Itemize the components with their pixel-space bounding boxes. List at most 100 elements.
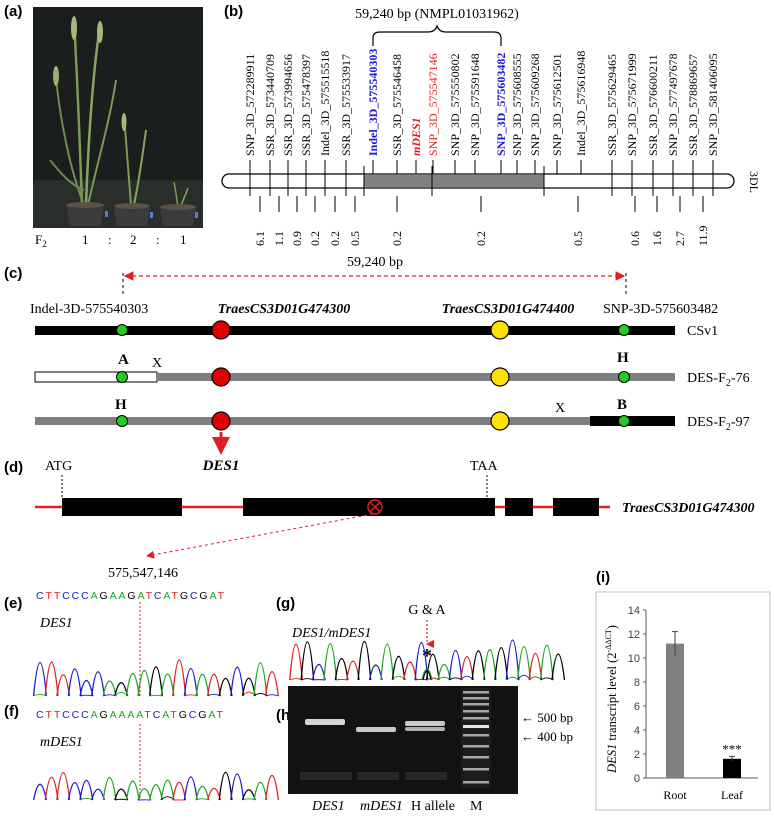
lane-label-marker: M (470, 799, 483, 814)
trace-peak (195, 785, 210, 801)
marker-label: SNP_3D_575609268 (528, 53, 542, 156)
trace-peak (148, 784, 164, 801)
heterozygous-star: * (422, 645, 432, 667)
distance-label: 0.2 (328, 231, 342, 246)
panel-label-c: (c) (4, 265, 22, 282)
marker-label: SSR_3D_573440709 (263, 54, 277, 156)
ladder-band (463, 691, 489, 694)
lane-label-mdes1: mDES1 (360, 799, 403, 814)
trace-peak (357, 641, 372, 681)
gene2-label: TraesCS3D01G474400 (442, 302, 575, 317)
y-tick-label: 14 (628, 605, 640, 617)
haplotype-des-f2-97: H B X DES-F2-97 (35, 397, 750, 433)
marker-label: Indel_3D_575616948 (574, 51, 588, 156)
marker-label: mDES1 (409, 117, 423, 156)
ladder-band (463, 710, 489, 713)
y-tick-label: 2 (634, 749, 640, 761)
heterozygous-mark-label: G & A (408, 603, 446, 618)
candidate-label: DES1 (202, 458, 240, 474)
trace-peak (323, 643, 338, 681)
chromosome-ticks (249, 166, 714, 196)
trace-peak (195, 673, 210, 697)
des1-sequence: CTTCCCAGAAGATCATGCGAT (36, 590, 226, 602)
gene-model (35, 498, 610, 516)
significance-label: *** (722, 741, 742, 756)
ladder-band (463, 756, 489, 759)
trace-peak (218, 771, 233, 801)
y-tick-label: 0 (634, 773, 640, 785)
gel-image (288, 686, 518, 794)
trace-peak (125, 780, 140, 801)
row-label-des-f2-76: DES-F2-76 (687, 371, 750, 389)
marker-label: SSR_3D_575546458 (390, 54, 404, 156)
marker-label: SNP_3D_577497678 (666, 53, 680, 156)
gene1-label: TraesCS3D01G474300 (218, 302, 351, 317)
trace-peak (448, 649, 463, 681)
marker-label: SNP_3D_575550802 (448, 53, 462, 156)
trace-peak (253, 662, 268, 697)
band-des1 (305, 719, 345, 725)
ladder-band (463, 768, 489, 771)
trace-peak (264, 775, 280, 801)
genotype-h-left: H (115, 397, 127, 413)
trace-peak (334, 657, 349, 681)
trace-peak (172, 659, 187, 697)
distance-label: 0.9 (290, 231, 304, 246)
distance-label: 1.6 (650, 231, 664, 246)
trace-peak (494, 647, 509, 681)
lane-label-h-allele: H allele (411, 799, 455, 814)
trace-peak (230, 773, 245, 801)
ladder-band (463, 745, 489, 748)
distance-label: 6.1 (253, 231, 267, 246)
y-tick-label: 6 (634, 701, 640, 713)
gene-model-label: TraesCS3D01G474300 (622, 501, 755, 516)
mdes1-sequence: CTTCCCAGAAAATCATGCGAT (36, 709, 225, 721)
trace-peak (137, 787, 152, 801)
distance-label: 0.2 (308, 231, 322, 246)
trace-peak (289, 643, 303, 681)
chart-ylabel: DES1 transcript level (2-ΔΔCT) (604, 625, 619, 774)
distance-label: 0.2 (474, 231, 488, 246)
allele-label-mdes1: mDES1 (40, 735, 83, 750)
chromatogram-mdes1 (32, 771, 280, 801)
trace-peak (300, 641, 315, 681)
band-400bp-label: ← 400 bp (521, 729, 573, 744)
snp-position-label: 575,547,146 (108, 566, 178, 581)
trace-peak (264, 671, 280, 697)
bar-leaf (723, 758, 741, 778)
trace-peak (528, 653, 543, 681)
y-tick-label: 12 (628, 629, 640, 641)
marker-label: SNP_3D_581406095 (706, 53, 720, 156)
marker-label: SSR_3D_575629465 (605, 54, 619, 156)
trace-peak (172, 781, 187, 801)
ratio-colon-2: : (156, 232, 160, 247)
distance-label: 0.6 (628, 231, 642, 246)
marker-label: SSR_3D_575478397 (299, 54, 313, 156)
ladder-band (463, 697, 489, 700)
ratio-1: 1 (82, 232, 89, 247)
trace-peak (79, 679, 94, 697)
allele-label-des1: DES1 (39, 616, 73, 631)
marker-label: SNP_3D_575608555 (510, 53, 524, 156)
trace-peak (160, 673, 175, 697)
band-mdes1 (356, 727, 396, 732)
trace-peak (183, 668, 198, 697)
trace-peak (460, 656, 474, 681)
segregation-ratio: F2 1 : 2 : 1 (35, 232, 187, 249)
ratio-colon-1: : (108, 232, 112, 247)
marker-label: SNP_3D_575591648 (468, 53, 482, 156)
marker-labels: SNP_3D_572289911 SSR_3D_573440709 SSR_3D_5… (243, 49, 720, 174)
ratio-3: 1 (180, 232, 187, 247)
trace-peak (368, 664, 383, 681)
band-h-lower (405, 727, 445, 731)
chromatogram-heterozygote (289, 639, 566, 681)
trace-peak (517, 646, 531, 681)
trace-peak (471, 650, 486, 681)
mutation-site-icon (367, 499, 383, 515)
chromosome-3d (221, 173, 735, 189)
crossover-2: X (555, 401, 565, 416)
marker-label: Indel_3D_575515518 (318, 51, 332, 156)
haplotype-csv1: CSv1 (35, 320, 718, 340)
trace-peak (102, 680, 117, 697)
